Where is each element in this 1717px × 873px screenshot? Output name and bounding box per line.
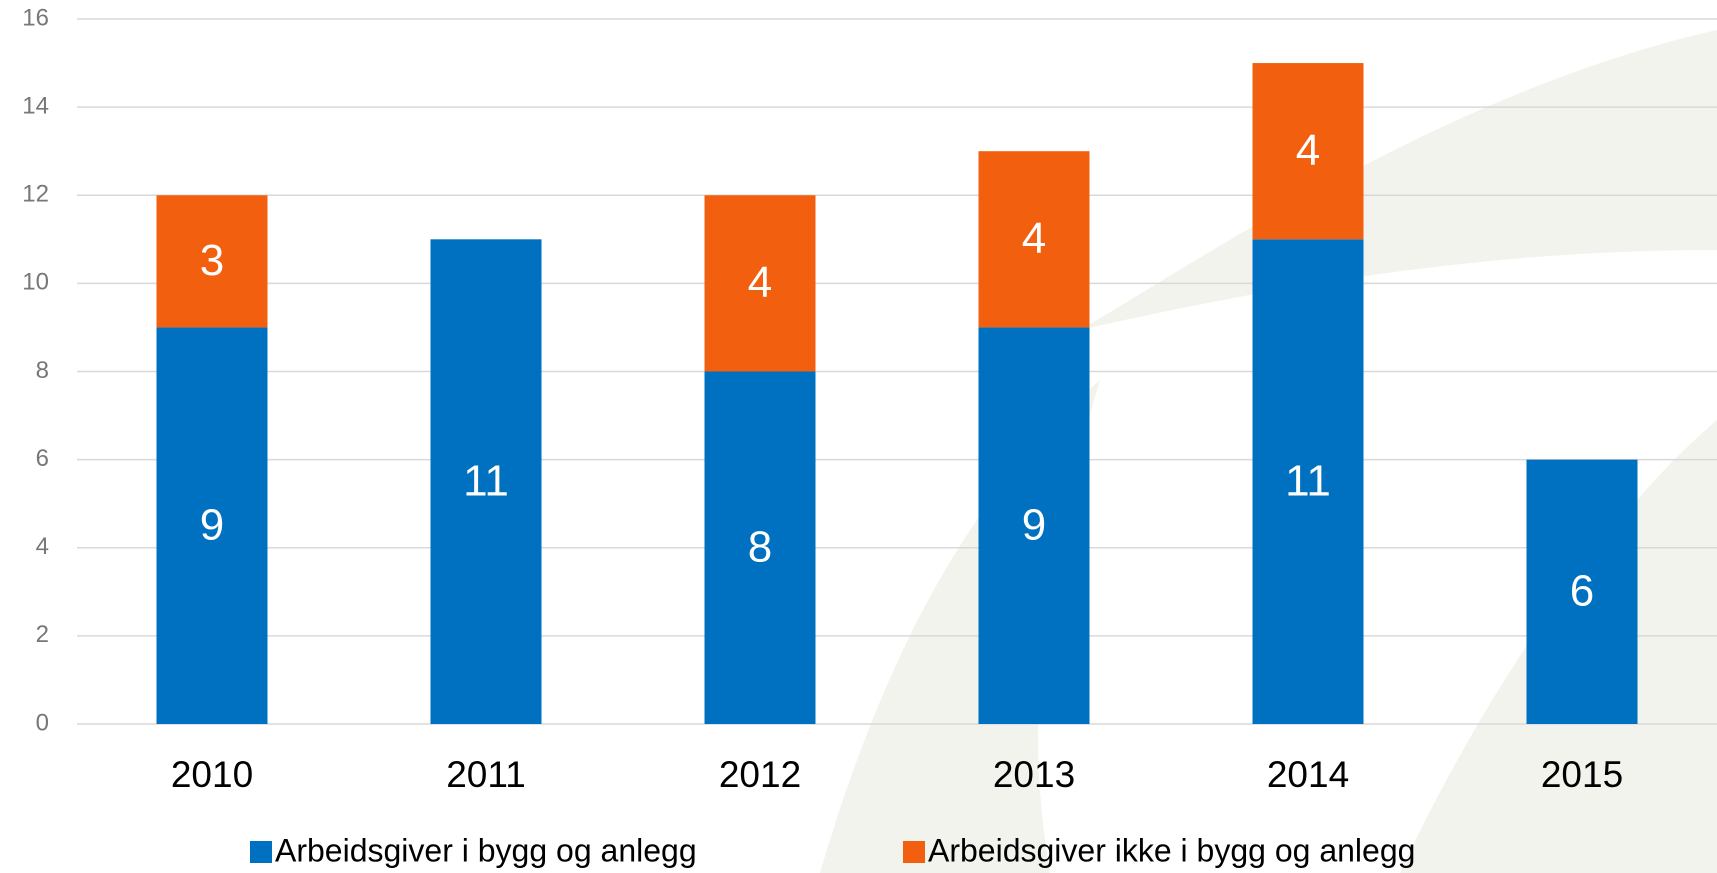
data-label: 4	[1022, 214, 1046, 263]
y-tick-label: 2	[36, 621, 49, 648]
legend-label: Arbeidsgiver i bygg og anlegg	[275, 832, 697, 868]
x-tick-label: 2013	[993, 754, 1075, 795]
legend-label: Arbeidsgiver ikke i bygg og anlegg	[928, 832, 1415, 868]
y-tick-label: 14	[22, 92, 49, 119]
x-tick-label: 2010	[171, 754, 253, 795]
data-label: 11	[463, 456, 509, 505]
data-label: 9	[1022, 500, 1046, 549]
y-tick-label: 0	[36, 709, 49, 736]
data-label: 3	[200, 236, 224, 285]
data-label: 4	[748, 258, 772, 307]
x-tick-label: 2014	[1267, 754, 1349, 795]
y-tick-label: 6	[36, 445, 49, 472]
data-label: 11	[1285, 456, 1331, 505]
x-tick-label: 2015	[1541, 754, 1623, 795]
chart: 0 2 4 6 8 10 12 14 16 2010 9 3 2011 11 2012 8 4 2013 9 4 201…	[0, 0, 1717, 873]
y-tick-label: 10	[22, 269, 49, 296]
data-label: 4	[1296, 126, 1320, 175]
y-tick-label: 4	[36, 533, 49, 560]
x-tick-label: 2011	[446, 754, 526, 795]
y-tick-label: 16	[22, 4, 49, 31]
legend-swatch	[903, 841, 925, 863]
data-label: 8	[748, 522, 772, 571]
data-label: 9	[200, 500, 224, 549]
y-tick-label: 12	[22, 181, 49, 208]
legend-swatch	[250, 841, 272, 863]
y-tick-label: 8	[36, 357, 49, 384]
x-tick-label: 2012	[719, 754, 801, 795]
data-label: 6	[1570, 566, 1594, 615]
page: 0 2 4 6 8 10 12 14 16 2010 9 3 2011 11 2012 8 4 2013 9 4 201…	[0, 0, 1717, 873]
